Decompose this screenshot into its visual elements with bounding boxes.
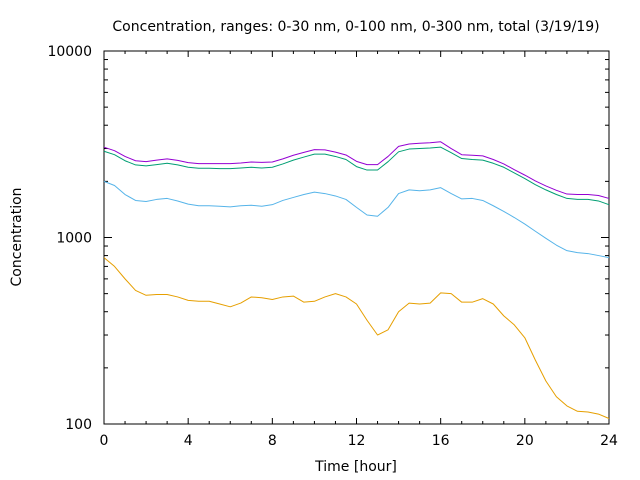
x-tick-label: 16 — [432, 433, 450, 449]
x-tick-label: 8 — [268, 433, 277, 449]
x-axis-label: Time [hour] — [314, 459, 397, 475]
y-tick-label: 100 — [65, 417, 92, 433]
series-line-3 — [103, 146, 610, 206]
x-axis: 0 4 8 12 16 20 24 — [100, 51, 618, 449]
series-layer — [103, 141, 610, 419]
y-tick-label: 1000 — [56, 231, 92, 247]
y-tick-label: 10000 — [47, 44, 92, 60]
y-axis: 100 1000 10000 — [47, 44, 609, 433]
chart-title: Concentration, ranges: 0-30 nm, 0-100 nm… — [112, 19, 599, 35]
plot-area — [103, 50, 610, 425]
x-tick-label: 20 — [516, 433, 534, 449]
x-tick-label: 12 — [348, 433, 366, 449]
series-line-1 — [103, 257, 610, 419]
series-line-2 — [103, 180, 610, 259]
series-line-4 — [103, 141, 610, 199]
y-axis-label: Concentration — [9, 187, 25, 286]
x-tick-label: 24 — [600, 433, 618, 449]
x-tick-label: 0 — [100, 433, 109, 449]
x-tick-label: 4 — [184, 433, 193, 449]
